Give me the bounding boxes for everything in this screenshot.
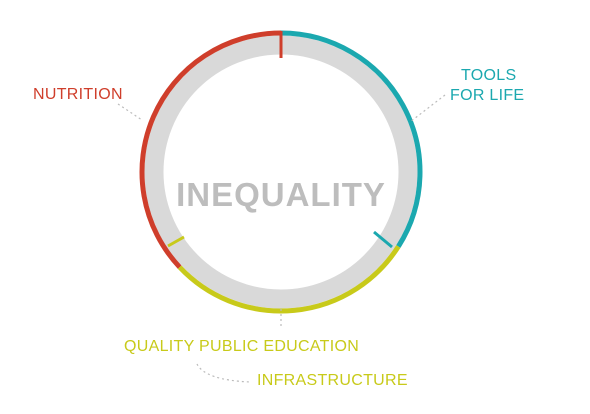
inner-gray-ring	[144, 35, 418, 309]
nutrition-arc	[139, 30, 282, 269]
label-for-life: FOR LIFE	[450, 87, 525, 104]
divider-right	[373, 230, 393, 249]
label-nutrition: NUTRITION	[33, 86, 123, 103]
label-tools: TOOLS	[461, 67, 517, 84]
divider-left	[167, 235, 185, 248]
leader-infrastructure	[196, 363, 251, 383]
quality-public-education-arc	[177, 245, 401, 314]
leader-tools-for-life	[409, 94, 446, 123]
label-quality-public-education: QUALITY PUBLIC EDUCATION	[124, 338, 360, 355]
center-title-inequality: INEQUALITY	[176, 176, 386, 213]
tools-for-life-arc	[280, 30, 423, 248]
label-infrastructure: INFRASTRUCTURE	[257, 372, 408, 389]
leader-nutrition	[117, 103, 143, 121]
